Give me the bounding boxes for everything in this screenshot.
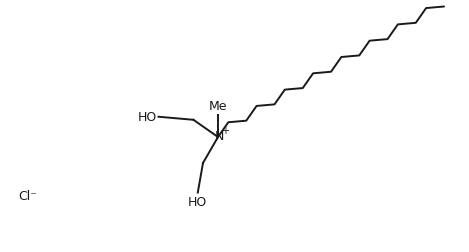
Text: Me: Me	[209, 100, 227, 113]
Text: Cl⁻: Cl⁻	[18, 190, 37, 203]
Text: +: +	[221, 125, 229, 136]
Text: HO: HO	[188, 195, 207, 208]
Text: N: N	[214, 130, 224, 143]
Text: HO: HO	[137, 111, 157, 124]
